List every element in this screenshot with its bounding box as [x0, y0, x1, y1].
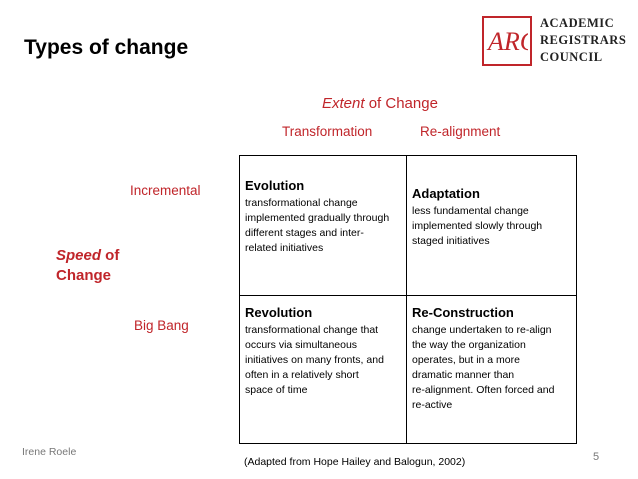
footer-author: Irene Roele [22, 446, 77, 458]
column-header-transformation: Transformation [282, 124, 373, 139]
logo-line-registrars: REGISTRARS [540, 33, 627, 47]
extent-emphasis: Extent [322, 95, 365, 112]
cell-title: Revolution [245, 305, 313, 320]
speed-of-change-label: Speed of Change [56, 246, 119, 286]
cell-adaptation: Adaptation less fundamental change imple… [407, 156, 576, 296]
arc-logo-mark: ARC [482, 16, 532, 66]
cell-title: Evolution [245, 178, 305, 193]
cell-reconstruction: Re-Construction change undertaken to re-… [407, 296, 576, 443]
speed-rest: of [101, 247, 120, 264]
cell-description: transformational change implemented grad… [245, 197, 390, 254]
cell-title: Adaptation [412, 186, 480, 201]
extent-of-change-label: Extent of Change [322, 95, 438, 112]
cell-title: Re-Construction [412, 305, 514, 320]
arc-logo: ARC ACADEMIC REGISTRARS COUNCIL [482, 14, 632, 70]
slide-title: Types of change [24, 36, 189, 59]
row-header-incremental: Incremental [130, 183, 201, 198]
cell-description: less fundamental change implemented slow… [412, 205, 543, 247]
arc-monogram-icon: ARC [486, 27, 528, 56]
change-matrix: Evolution transformational change implem… [239, 155, 577, 444]
cell-revolution: Revolution transformational change that … [240, 296, 407, 443]
citation: (Adapted from Hope Hailey and Balogun, 2… [244, 456, 466, 468]
page-number: 5 [593, 451, 600, 463]
logo-line-council: COUNCIL [540, 50, 603, 64]
cell-description: change undertaken to re-align the way th… [412, 324, 555, 411]
logo-line-academic: ACADEMIC [540, 16, 615, 30]
row-header-big-bang: Big Bang [134, 318, 189, 333]
speed-line2: Change [56, 267, 112, 284]
cell-evolution: Evolution transformational change implem… [240, 156, 407, 296]
svg-text:ARC: ARC [486, 27, 528, 56]
cell-description: transformational change that occurs via … [245, 324, 384, 396]
extent-rest: of Change [364, 95, 438, 112]
column-header-realignment: Re-alignment [420, 124, 501, 139]
speed-emphasis: Speed [56, 247, 102, 264]
